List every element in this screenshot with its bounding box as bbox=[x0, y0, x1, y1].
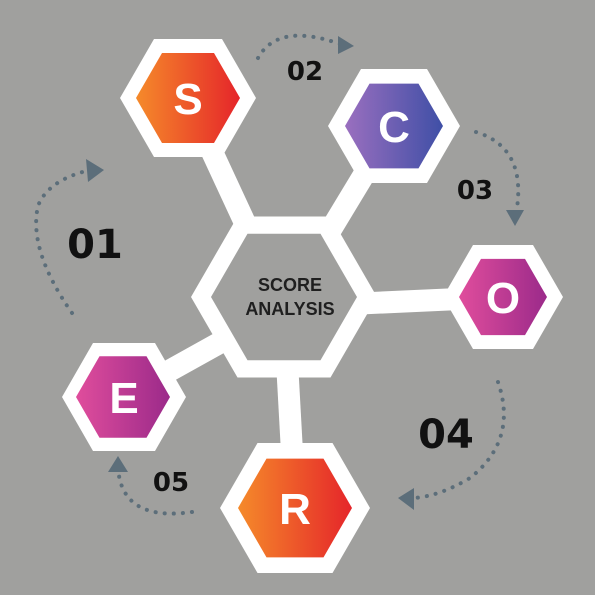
arrow-03-path bbox=[474, 130, 521, 216]
arrow-02-head bbox=[338, 36, 354, 54]
arrow-01-head bbox=[86, 159, 104, 182]
center-title-line2: ANALYSIS bbox=[245, 299, 334, 319]
node-o-hexagon bbox=[459, 258, 547, 336]
node-e-hexagon bbox=[76, 356, 170, 438]
node-c: C bbox=[328, 69, 460, 183]
node-c-letter: C bbox=[378, 103, 410, 152]
step-number-02: 02 bbox=[287, 57, 323, 87]
node-o-letter: O bbox=[486, 274, 520, 323]
arrow-05-head bbox=[108, 456, 128, 472]
center-hex-inner bbox=[211, 233, 357, 361]
step-number-05: 05 bbox=[153, 468, 189, 498]
dotted-arrows bbox=[34, 33, 521, 516]
step-number-01: 01 bbox=[67, 222, 123, 268]
node-r: R bbox=[220, 443, 370, 573]
node-s: S bbox=[120, 39, 256, 157]
node-o: O bbox=[443, 245, 563, 349]
node-r-letter: R bbox=[279, 485, 311, 534]
arrow-05-path bbox=[116, 466, 194, 516]
center-hexagon: SCORE ANALYSIS bbox=[191, 216, 377, 378]
arrow-04-head bbox=[398, 488, 414, 510]
node-r-hexagon bbox=[238, 458, 352, 558]
node-c-hexagon bbox=[345, 83, 443, 169]
step-number-03: 03 bbox=[457, 176, 493, 206]
node-s-hexagon bbox=[136, 53, 240, 143]
center-title-line1: SCORE bbox=[258, 275, 322, 295]
node-e-letter: E bbox=[109, 374, 138, 423]
arrow-04-path bbox=[412, 380, 506, 500]
arrow-02-path bbox=[256, 33, 342, 60]
step-number-04: 04 bbox=[418, 412, 474, 458]
arrow-03-head bbox=[506, 210, 524, 226]
node-e: E bbox=[62, 343, 186, 451]
node-s-letter: S bbox=[173, 75, 202, 124]
arrow-01-path bbox=[34, 168, 92, 315]
arrow-heads bbox=[86, 36, 524, 510]
